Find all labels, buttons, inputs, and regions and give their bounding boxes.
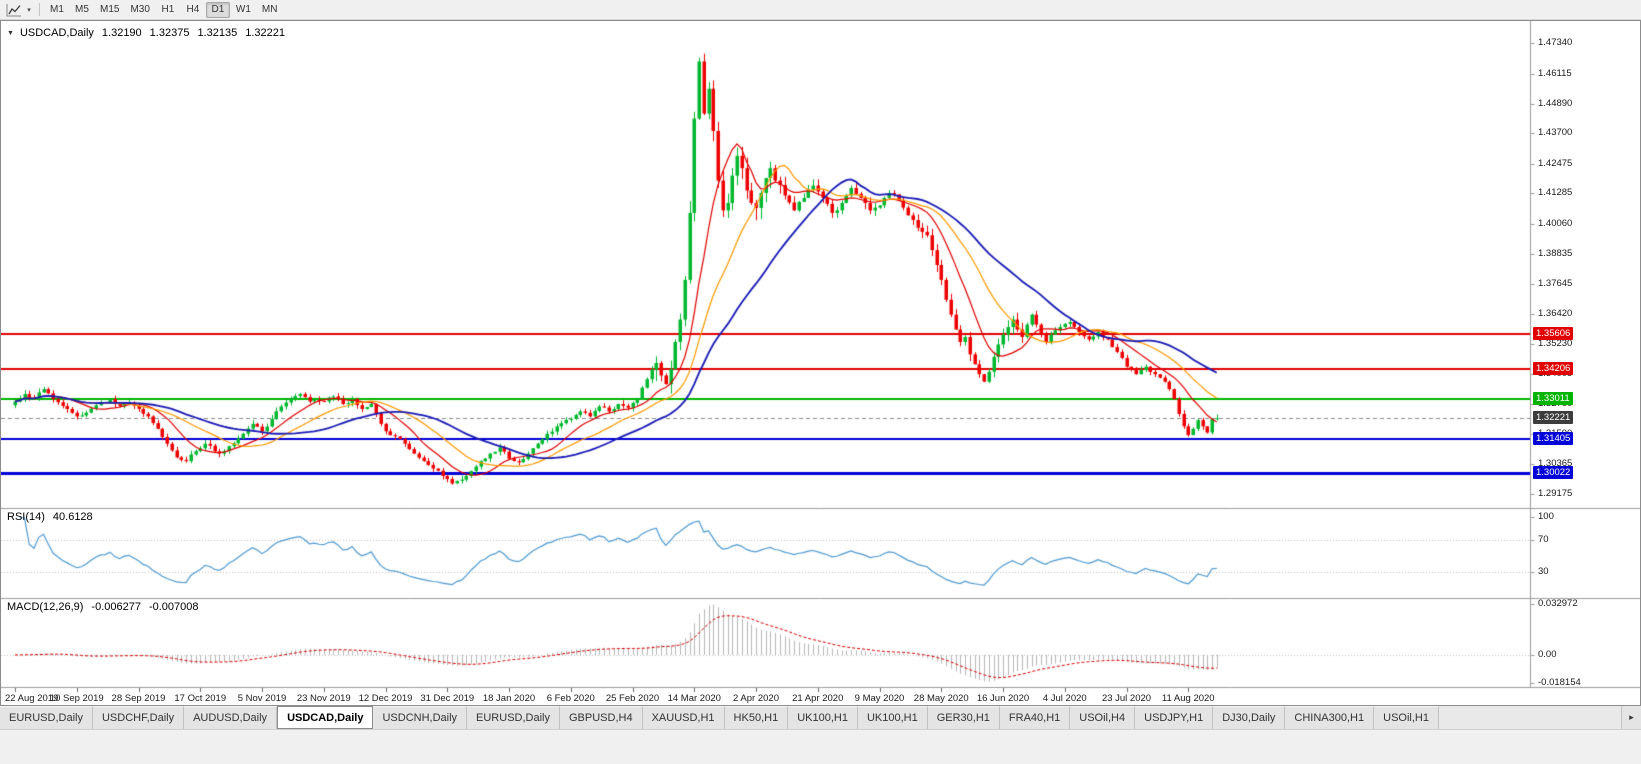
price-axis-tick: 1.38835 bbox=[1538, 248, 1573, 260]
macd-axis-tick: 0.032972 bbox=[1538, 598, 1578, 609]
date-axis-label[interactable]: 4 Jul 2020 bbox=[1042, 692, 1087, 704]
price-axis-tick: 1.37645 bbox=[1538, 277, 1573, 289]
macd-axis-tick: -0.018154 bbox=[1538, 677, 1581, 688]
timeframe-button-w1[interactable]: W1 bbox=[235, 4, 251, 15]
timeframe-toolbar: ▾ M1 M5 M15 M30 H1 H4 D1 W1 MN bbox=[0, 0, 1641, 20]
date-axis-label[interactable]: 12 Dec 2019 bbox=[358, 692, 413, 704]
timeframe-button-m15[interactable]: M15 bbox=[100, 4, 120, 15]
price-axis-tick: 1.44890 bbox=[1538, 97, 1573, 109]
price-level-badge: 1.33011 bbox=[1533, 391, 1573, 405]
date-axis-label[interactable]: 11 Aug 2020 bbox=[1161, 692, 1215, 704]
chart-title: ▼ USDCAD,Daily 1.32190 1.32375 1.32135 1… bbox=[7, 27, 285, 39]
chart-tab-usdcnh-daily[interactable]: USDCNH,Daily bbox=[373, 706, 468, 729]
chart-tabs-bar: EURUSD,Daily USDCHF,Daily AUDUSD,Daily USDC… bbox=[0, 706, 1641, 730]
timeframe-button-d1[interactable]: D1 bbox=[205, 1, 230, 18]
chart-tab-fra40-h1[interactable]: FRA40,H1 bbox=[999, 706, 1071, 729]
price-axis-tick: 1.40060 bbox=[1538, 217, 1573, 229]
date-axis-label[interactable]: 28 Sep 2019 bbox=[111, 692, 166, 704]
timeframe-button-h1[interactable]: H1 bbox=[161, 4, 175, 15]
chart-tab-usdjpy-h1[interactable]: USDJPY,H1 bbox=[1135, 706, 1214, 729]
date-axis-label[interactable]: 18 Jan 2020 bbox=[482, 692, 536, 704]
date-axis-label[interactable]: 10 Sep 2019 bbox=[49, 692, 104, 704]
rsi-value: 40.6128 bbox=[52, 511, 93, 523]
timeframe-button-m5[interactable]: M5 bbox=[75, 4, 89, 15]
chart-overlays: 1.47340 1.46115 1.44890 1.43700 1.42475 1.412… bbox=[1, 21, 1640, 705]
macd-name: MACD(12,26,9) bbox=[7, 601, 84, 613]
timeframe-button-mn[interactable]: MN bbox=[261, 4, 278, 15]
date-axis-label[interactable]: 5 Nov 2019 bbox=[237, 692, 287, 704]
price-level-badge: 1.35606 bbox=[1533, 327, 1574, 341]
price-level-badge: 1.30022 bbox=[1533, 465, 1574, 479]
timeframe-button-m30[interactable]: M30 bbox=[130, 4, 150, 15]
macd-axis-tick: 0.00 bbox=[1538, 648, 1557, 660]
date-axis-label[interactable]: 2 Apr 2020 bbox=[733, 692, 779, 704]
chart-tab-ger30-h1[interactable]: GER30,H1 bbox=[927, 706, 1000, 729]
date-axis-label[interactable]: 21 Apr 2020 bbox=[792, 692, 844, 704]
chart-tab-eurusd-daily[interactable]: EURUSD,Daily bbox=[0, 706, 93, 729]
ohlc-high-value: 1.32375 bbox=[149, 27, 190, 39]
chart-tab-hk50-h1[interactable]: HK50,H1 bbox=[724, 706, 789, 729]
price-chart-canvas[interactable] bbox=[1, 21, 1640, 705]
collapse-triangle-icon[interactable]: ▼ bbox=[7, 29, 14, 37]
price-level-badge: 1.34206 bbox=[1533, 362, 1574, 376]
date-axis-label[interactable]: 31 Dec 2019 bbox=[420, 692, 475, 704]
chart-tabs: EURUSD,Daily USDCHF,Daily AUDUSD,Daily USDC… bbox=[0, 706, 1621, 729]
chart-tab-xauusd-h1[interactable]: XAUUSD,H1 bbox=[642, 706, 725, 729]
price-axis-tick: 1.47340 bbox=[1538, 37, 1573, 49]
date-axis-label[interactable]: 25 Feb 2020 bbox=[605, 692, 660, 704]
chart-tab-usoil-h1[interactable]: USOil,H1 bbox=[1374, 706, 1439, 729]
chart-dropdown-caret-icon[interactable]: ▾ bbox=[27, 6, 31, 14]
rsi-indicator-label: RSI(14) 40.6128 bbox=[7, 511, 93, 523]
chart-tab-usdchf-daily[interactable]: USDCHF,Daily bbox=[92, 706, 185, 729]
chart-tab-dj30-daily[interactable]: DJ30,Daily bbox=[1213, 706, 1286, 729]
macd-main-value: -0.006277 bbox=[91, 601, 141, 613]
date-axis-label[interactable]: 14 Mar 2020 bbox=[667, 692, 721, 704]
chart-tab-usoil-h4[interactable]: USOil,H4 bbox=[1070, 706, 1136, 729]
chart-tab-audusd-daily[interactable]: AUDUSD,Daily bbox=[184, 706, 278, 729]
chart-window: ▼ USDCAD,Daily 1.32190 1.32375 1.32135 1… bbox=[0, 20, 1641, 706]
date-axis-label[interactable]: 23 Jul 2020 bbox=[1101, 692, 1152, 704]
ohlc-low-value: 1.32135 bbox=[197, 27, 238, 39]
chart-tab-usdcad-daily[interactable]: USDCAD,Daily bbox=[277, 706, 374, 729]
price-axis-tick: 1.29175 bbox=[1538, 487, 1573, 499]
chart-tab-uk100-h1[interactable]: UK100,H1 bbox=[788, 706, 858, 729]
price-axis-tick: 1.42475 bbox=[1538, 157, 1573, 169]
chart-tab-gbpusd-h4[interactable]: GBPUSD,H4 bbox=[560, 706, 643, 729]
timeframe-button-m1[interactable]: M1 bbox=[50, 4, 64, 15]
tab-scroll-right-button[interactable]: ▸ bbox=[1621, 706, 1641, 729]
date-axis-label[interactable]: 28 May 2020 bbox=[913, 692, 969, 704]
date-axis-label[interactable]: 9 May 2020 bbox=[854, 692, 905, 704]
price-axis-tick: 1.36420 bbox=[1538, 308, 1573, 320]
rsi-axis-tick: 100 bbox=[1538, 511, 1554, 522]
price-axis-tick: 1.35230 bbox=[1538, 337, 1573, 349]
price-axis-tick: 1.41285 bbox=[1538, 187, 1573, 199]
chart-symbol-label: USDCAD,Daily bbox=[19, 27, 94, 39]
price-axis-tick: 1.30365 bbox=[1538, 458, 1573, 470]
price-axis-tick: 1.46115 bbox=[1538, 67, 1572, 79]
ohlc-open-value: 1.32190 bbox=[101, 27, 142, 39]
timeframe-buttons: M1 M5 M15 M30 H1 H4 D1 W1 MN bbox=[45, 1, 283, 18]
date-axis-label[interactable]: 6 Feb 2020 bbox=[546, 692, 595, 704]
date-axis-label[interactable]: 16 Jun 2020 bbox=[976, 692, 1030, 704]
mini-chart-icon bbox=[6, 3, 21, 16]
chart-tab-china300-h1[interactable]: CHINA300,H1 bbox=[1285, 706, 1375, 729]
rsi-name: RSI(14) bbox=[7, 511, 45, 523]
timeframe-button-h4[interactable]: H4 bbox=[186, 4, 200, 15]
chart-tab-eurusd-daily[interactable]: EURUSD,Daily bbox=[467, 706, 560, 729]
date-axis-label[interactable]: 23 Nov 2019 bbox=[296, 692, 351, 704]
price-axis-tick: 1.43700 bbox=[1538, 127, 1573, 139]
ohlc-close-value: 1.32221 bbox=[245, 27, 285, 39]
rsi-axis-tick: 70 bbox=[1538, 534, 1549, 546]
price-level-badge: 1.31405 bbox=[1533, 431, 1574, 445]
macd-signal-value: -0.007008 bbox=[148, 601, 199, 613]
status-bar bbox=[0, 730, 1641, 763]
toolbar-separator bbox=[39, 3, 40, 16]
date-axis-label[interactable]: 22 Aug 2019 bbox=[5, 692, 59, 704]
chart-type-icon[interactable] bbox=[4, 2, 24, 18]
chart-tab-uk100-h1[interactable]: UK100,H1 bbox=[857, 706, 928, 729]
date-axis-label[interactable]: 17 Oct 2019 bbox=[174, 692, 227, 704]
current-price-badge: 1.32221 bbox=[1533, 411, 1574, 425]
macd-indicator-label: MACD(12,26,9) -0.006277 -0.007008 bbox=[7, 601, 199, 613]
rsi-axis-tick: 30 bbox=[1538, 565, 1549, 577]
